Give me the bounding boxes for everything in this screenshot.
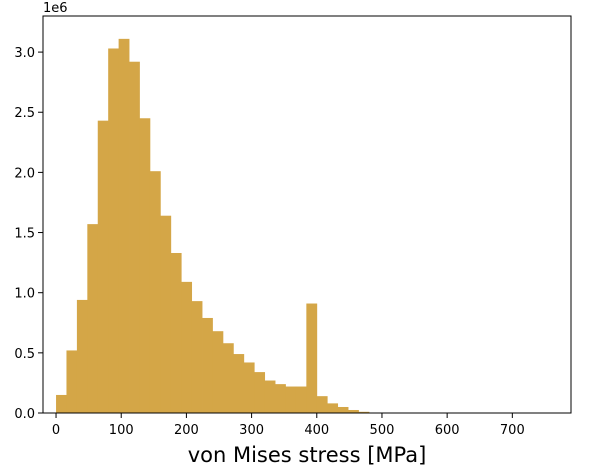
histogram-bar [233, 354, 245, 413]
y-tick-label: 3.0 [14, 46, 35, 61]
y-axis-ticks: 0.0 0.5 1.0 1.5 2.0 2.5 3.0 [14, 46, 43, 422]
histogram-bar [87, 224, 99, 413]
y-tick-label: 2.0 [14, 166, 35, 181]
x-tick-label: 500 [370, 423, 395, 438]
histogram-bar [306, 303, 318, 413]
y-offset-label: 1e6 [43, 1, 68, 16]
histogram-bar [337, 406, 349, 413]
histogram-bar [212, 331, 224, 413]
x-tick-label: 300 [239, 423, 264, 438]
histogram-bars [56, 38, 380, 414]
histogram-bar [129, 61, 140, 414]
x-tick-label: 400 [304, 423, 329, 438]
y-tick-label: 1.0 [14, 287, 35, 302]
histogram-bar [222, 343, 234, 413]
histogram-bar [243, 362, 255, 413]
x-tick-label: 200 [174, 423, 199, 438]
histogram-bar [348, 409, 359, 413]
x-tick-label: 100 [109, 423, 134, 438]
histogram-bar [118, 38, 130, 413]
histogram-bar [254, 372, 266, 413]
x-tick-label: 700 [500, 423, 525, 438]
histogram-bar [149, 171, 161, 413]
y-tick-label: 2.5 [14, 106, 35, 121]
histogram-bar [275, 384, 286, 413]
histogram-bar [76, 299, 88, 413]
histogram-bar [97, 120, 109, 413]
histogram-bar [264, 380, 276, 413]
plot-frame [42, 15, 572, 414]
histogram-bar [66, 350, 78, 413]
histogram-bar [160, 215, 172, 413]
x-tick-label: 0 [52, 423, 60, 438]
histogram-bar [295, 386, 307, 413]
histogram-bar [327, 403, 339, 413]
x-axis-ticks: 0 100 200 300 400 500 600 700 [52, 413, 525, 438]
histogram-bar [56, 394, 67, 413]
histogram-bar [191, 301, 203, 413]
histogram-bar [285, 386, 297, 413]
histogram-bar [202, 317, 213, 413]
x-tick-label: 600 [435, 423, 460, 438]
y-tick-label: 0.5 [14, 347, 35, 362]
histogram-bar [139, 118, 151, 414]
histogram-bar [108, 48, 120, 414]
y-tick-label: 0.0 [14, 407, 35, 422]
x-axis-title: von Mises stress [MPa] [188, 443, 427, 467]
histogram-bar [170, 252, 182, 413]
y-tick-label: 1.5 [14, 227, 35, 242]
histogram-bar [181, 281, 193, 413]
histogram-bar [316, 396, 328, 413]
histogram-bar [358, 411, 370, 413]
